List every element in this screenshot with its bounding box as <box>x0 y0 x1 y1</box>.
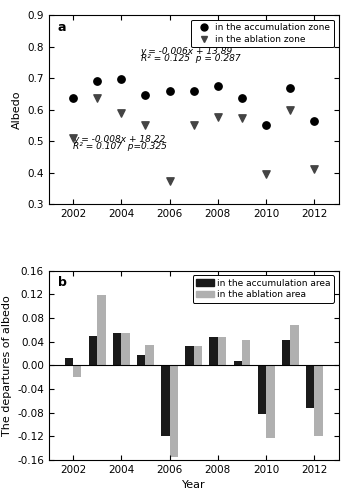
Legend: in the accumulation area, in the ablation area: in the accumulation area, in the ablatio… <box>193 275 334 303</box>
Text: y = -0.008x + 18.22: y = -0.008x + 18.22 <box>73 135 165 144</box>
Bar <box>89 336 97 366</box>
Y-axis label: The departures of albedo: The departures of albedo <box>1 295 12 436</box>
Text: a: a <box>58 20 66 34</box>
Bar <box>258 366 266 414</box>
Text: b: b <box>58 276 66 289</box>
Bar <box>290 325 299 366</box>
Bar <box>113 333 121 366</box>
Bar <box>242 340 251 365</box>
Bar <box>209 337 218 366</box>
Bar <box>170 366 178 457</box>
in the ablation zone <box>312 164 317 172</box>
Bar <box>65 358 73 366</box>
Text: R² = 0.107  p=0.325: R² = 0.107 p=0.325 <box>73 142 167 152</box>
Bar <box>121 333 130 366</box>
in the accumulation zone <box>215 82 221 90</box>
in the ablation zone <box>70 134 76 142</box>
Bar <box>194 346 202 366</box>
in the ablation zone <box>239 114 245 122</box>
Legend: in the accumulation zone, in the ablation zone: in the accumulation zone, in the ablatio… <box>191 20 334 48</box>
Bar <box>233 360 242 366</box>
Text: y = -0.006x + 13.89: y = -0.006x + 13.89 <box>141 46 233 56</box>
Bar <box>266 366 275 438</box>
Bar <box>306 366 314 408</box>
X-axis label: Year: Year <box>182 480 206 490</box>
in the accumulation zone <box>118 75 124 83</box>
Bar <box>218 337 226 366</box>
Bar <box>146 344 154 366</box>
Bar <box>161 366 170 436</box>
in the accumulation zone <box>143 90 148 98</box>
in the accumulation zone <box>239 94 245 102</box>
in the accumulation zone <box>191 86 196 94</box>
in the accumulation zone <box>70 94 76 102</box>
in the ablation zone <box>191 120 196 128</box>
Bar <box>97 296 106 366</box>
in the accumulation zone <box>94 76 100 84</box>
in the ablation zone <box>143 120 148 128</box>
in the ablation zone <box>118 110 124 118</box>
Text: R² = 0.125  p = 0.287: R² = 0.125 p = 0.287 <box>141 54 240 63</box>
Bar <box>73 366 81 377</box>
in the ablation zone <box>94 94 100 102</box>
in the ablation zone <box>167 176 172 184</box>
in the accumulation zone <box>288 84 293 92</box>
in the ablation zone <box>215 112 221 120</box>
Bar <box>137 354 146 366</box>
Bar <box>185 346 194 366</box>
in the accumulation zone <box>167 86 172 94</box>
in the accumulation zone <box>263 122 269 130</box>
in the accumulation zone <box>312 116 317 124</box>
in the ablation zone <box>288 106 293 114</box>
Bar <box>314 366 323 436</box>
in the ablation zone <box>263 170 269 177</box>
Y-axis label: Albedo: Albedo <box>12 90 22 129</box>
Bar <box>282 340 290 365</box>
